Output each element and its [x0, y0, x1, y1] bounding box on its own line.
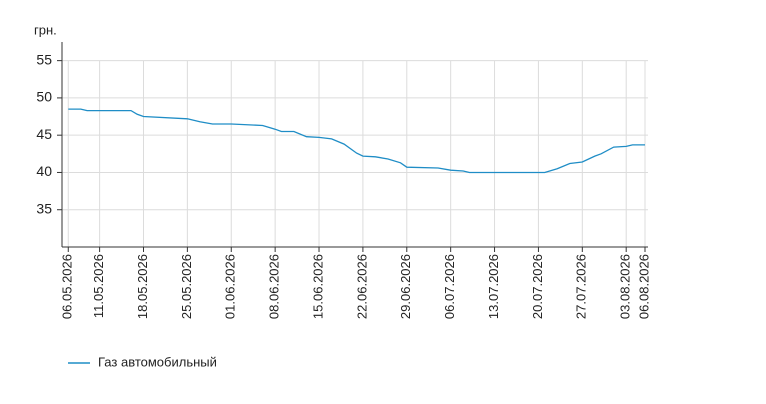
- x-tick-label: 03.08.2026: [618, 254, 633, 319]
- x-tick-label: 06.07.2026: [442, 254, 457, 319]
- x-tick-label: 08.06.2026: [267, 254, 282, 319]
- y-tick-label: 55: [36, 51, 52, 67]
- x-tick-label: 06.08.2026: [636, 254, 651, 319]
- y-tick-label: 35: [36, 200, 52, 216]
- x-tick-label: 25.05.2026: [179, 254, 194, 319]
- x-tick-label: 20.07.2026: [530, 254, 545, 319]
- legend-label: Газ автомобильный: [98, 354, 217, 369]
- x-tick-label: 01.06.2026: [223, 254, 238, 319]
- x-tick-label: 15.06.2026: [310, 254, 325, 319]
- y-tick-label: 50: [36, 89, 52, 105]
- data-line: [68, 108, 645, 174]
- y-axis-label: грн.: [34, 22, 57, 37]
- x-tick-label: 29.06.2026: [398, 254, 413, 319]
- y-tick-label: 45: [36, 126, 52, 142]
- x-tick-label: 13.07.2026: [486, 254, 501, 319]
- y-tick-label: 40: [36, 163, 52, 179]
- x-tick-label: 27.07.2026: [574, 254, 589, 319]
- x-tick-label: 22.06.2026: [354, 254, 369, 319]
- x-tick-label: 06.05.2026: [60, 254, 75, 319]
- x-tick-label: 11.05.2026: [91, 254, 106, 318]
- x-tick-label: 18.05.2026: [135, 254, 150, 319]
